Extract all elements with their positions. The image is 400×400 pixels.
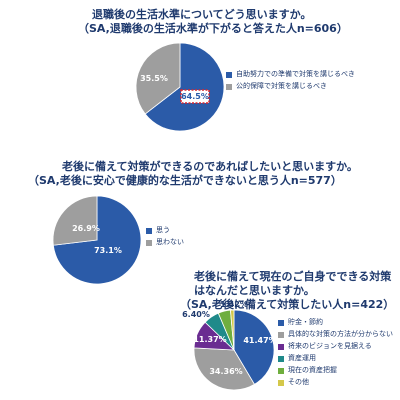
chart1-legend-swatch-0 [226, 71, 232, 78]
chart2-slice-1 [52, 195, 98, 246]
chart1-legend-swatch-1 [226, 83, 232, 90]
chart3-slice-5 [230, 309, 235, 351]
chart2-data-label-0: 73.1% [94, 246, 122, 255]
chart2-title-block: 老後に備えて対策ができるのであればしたいと思いますか。 （SA,老後に安心で健康… [28, 160, 398, 188]
chart3-data-label-2: 11.37% [193, 335, 226, 344]
chart3-title-block: 老後に備えて現在のご自身でできる対策はなんだと思いますか。 （SA,老後に備えて… [180, 270, 394, 312]
chart1-legend-label-0: 自助努力での準備で対策を講じるべき [236, 70, 355, 78]
chart3-data-label-5: 1.42% [220, 300, 248, 309]
chart3-subtitle: （SA,老後に備えて対策したい人n=422） [180, 298, 395, 311]
chart3-legend-item-5: その他 [278, 378, 393, 387]
chart1-title: 退職後の生活水準についてどう思いますか。 [92, 8, 312, 21]
chart3-legend-swatch-2 [278, 343, 284, 350]
chart3-slice-0 [233, 309, 275, 385]
chart2-legend: 思う 思わない [146, 226, 184, 250]
chart3-legend-swatch-0 [278, 319, 284, 326]
chart1-slice-1 [135, 42, 181, 115]
chart2-legend-swatch-0 [146, 227, 152, 234]
chart3-legend: 貯金・節約具体的な対策の方法が分からない 将来のビジョンを見据える 資産運用現在の資… [278, 318, 393, 390]
chart1-data-label-0: 64.5% [181, 92, 209, 101]
chart1-legend-item-1: 公的保障で対策を講じるべき [226, 82, 355, 91]
chart1-highlight-box [180, 89, 210, 104]
chart2-data-label-1: 26.9% [72, 224, 100, 233]
chart3-legend-swatch-5 [278, 379, 284, 386]
chart3-legend-swatch-1 [278, 331, 284, 338]
chart3-data-label-0: 41.47% [243, 336, 276, 345]
chart3-data-label-1: 34.36% [209, 367, 242, 376]
chart2-title: 老後に備えて対策ができるのであればしたいと思いますか。 [62, 160, 358, 173]
chart2-legend-swatch-1 [146, 239, 152, 246]
chart2-legend-label-1: 思わない [156, 238, 184, 246]
chart3-legend-swatch-3 [278, 355, 284, 362]
chart2-subtitle: （SA,老後に安心で健康的な生活ができないと思う人n=577） [28, 174, 342, 187]
chart2-legend-item-0: 思う [146, 226, 184, 235]
chart1-legend-label-1: 公的保障で対策を講じるべき [236, 82, 327, 90]
chart3-legend-item-2: 将来のビジョンを見据える [278, 342, 393, 351]
chart3-legend-label-1: 具体的な対策の方法が分からない [288, 330, 393, 338]
chart3-legend-label-4: 現在の資産把握 [288, 366, 337, 374]
chart3-legend-label-3: 資産運用 [288, 354, 316, 362]
chart1-legend-item-0: 自助努力での準備で対策を講じるべき [226, 70, 355, 79]
chart1-slice-0 [144, 42, 225, 132]
chart1-data-label-1: 35.5% [140, 74, 168, 83]
chart2-legend-label-0: 思う [156, 226, 170, 234]
chart3-title: 老後に備えて現在のご自身でできる対策はなんだと思いますか。 [194, 270, 392, 297]
chart3-legend-item-3: 資産運用 [278, 354, 393, 363]
chart3-legend-item-4: 現在の資産把握 [278, 366, 393, 375]
chart3-legend-item-0: 貯金・節約 [278, 318, 393, 327]
chart3-legend-item-1: 具体的な対策の方法が分からない [278, 330, 393, 339]
chart3-legend-label-2: 将来のビジョンを見据える [288, 342, 372, 350]
chart3-data-label-3: 6.40% [182, 310, 210, 319]
chart3-legend-swatch-4 [278, 367, 284, 374]
chart3-slice-1 [193, 347, 255, 391]
chart1-legend: 自助努力での準備で対策を講じるべき 公的保障で対策を講じるべき [226, 70, 355, 94]
chart3-legend-label-0: 貯金・節約 [288, 318, 323, 326]
chart3-legend-label-5: その他 [288, 378, 309, 386]
chart1-title-block: 退職後の生活水準についてどう思いますか。 （SA,退職後の生活水準が下がると答え… [78, 8, 392, 36]
chart2-legend-item-1: 思わない [146, 238, 184, 247]
chart1-subtitle: （SA,退職後の生活水準が下がると答えた人n=606） [78, 22, 348, 35]
